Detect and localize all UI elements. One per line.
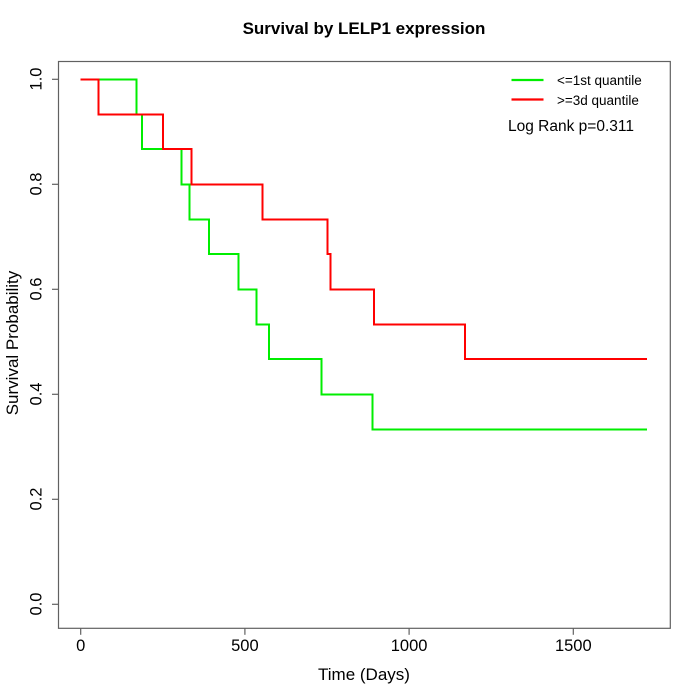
x-axis-label: Time (Days) xyxy=(318,665,410,684)
y-tick-label: 0.4 xyxy=(27,382,46,406)
x-tick-label: 1000 xyxy=(390,637,428,655)
survival-curve-low-expression xyxy=(80,78,648,431)
legend-label-high-expression: >=3d quantile xyxy=(557,92,639,108)
legend-label-low-expression: <=1st quantile xyxy=(557,73,642,88)
y-tick-label: 1.0 xyxy=(27,67,46,91)
log-rank-p-value: Log Rank p=0.311 xyxy=(508,118,634,135)
plot-box xyxy=(57,60,671,629)
y-tick-label: 0.0 xyxy=(27,592,46,616)
x-tick-label: 1500 xyxy=(554,637,592,655)
y-tick-label: 0.6 xyxy=(27,277,46,301)
x-tick-label: 500 xyxy=(231,637,259,655)
y-tick-label: 0.8 xyxy=(27,172,46,196)
survival-curve-high-expression xyxy=(80,78,648,361)
y-axis-label: Survival Probability xyxy=(3,270,22,416)
chart-title: Survival by LELP1 expression xyxy=(242,19,486,38)
x-tick-label: 0 xyxy=(76,637,86,655)
y-tick-label: 0.2 xyxy=(27,487,46,511)
